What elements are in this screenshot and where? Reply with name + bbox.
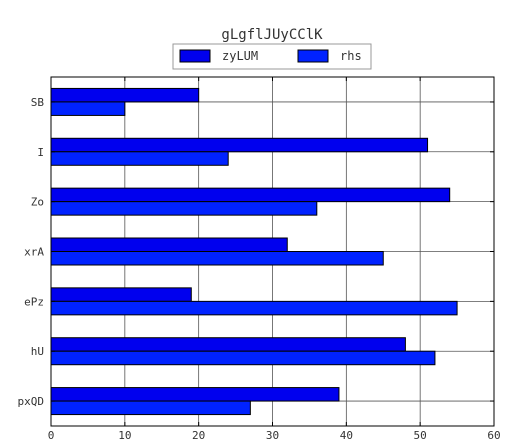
- bar-rhs-zo: [50, 201, 318, 216]
- y-tick-label: xrA: [24, 246, 44, 259]
- chart-title: gLgflJUyCClK: [221, 27, 323, 43]
- x-tick-label: 10: [118, 429, 131, 442]
- legend-swatch-zylum: [179, 49, 211, 63]
- bar-zylum-xra: [50, 237, 288, 252]
- bar-rhs-epz: [50, 300, 458, 316]
- legend: zyLUM rhs: [172, 43, 372, 70]
- x-tick-label: 30: [266, 429, 279, 442]
- bar-rhs-sb: [50, 101, 126, 116]
- bar-rhs-hu: [50, 350, 436, 366]
- y-tick-label: I: [37, 146, 44, 159]
- x-tick-label: 20: [192, 429, 205, 442]
- bars: [50, 87, 458, 416]
- x-tick-label: 60: [487, 429, 500, 442]
- bar-zylum-hu: [50, 337, 406, 352]
- legend-swatch-rhs: [297, 49, 329, 63]
- bar-rhs-xra: [50, 251, 384, 266]
- bar-rhs-i: [50, 151, 229, 166]
- y-tick-label: Zo: [31, 196, 44, 209]
- bar-zylum-sb: [50, 87, 200, 103]
- y-tick-label: ePz: [24, 295, 44, 308]
- x-tick-label: 50: [414, 429, 427, 442]
- bar-zylum-pxqd: [50, 387, 340, 402]
- legend-label-rhs: rhs: [340, 49, 362, 63]
- x-tick-label: 40: [340, 429, 353, 442]
- y-tick-label: pxQD: [18, 395, 45, 408]
- bar-zylum-zo: [50, 187, 451, 203]
- x-tick-label: 0: [48, 429, 55, 442]
- ticks: 0 10 20 30 40 50 60 SB I Zo xrA ePz hU pxQD: [18, 77, 501, 442]
- bar-zylum-i: [50, 137, 429, 153]
- y-tick-label: hU: [31, 345, 44, 358]
- bar-zylum-epz: [50, 287, 192, 302]
- y-tick-label: SB: [31, 96, 45, 109]
- bar-rhs-pxqd: [50, 400, 251, 416]
- legend-label-zylum: zyLUM: [222, 49, 258, 63]
